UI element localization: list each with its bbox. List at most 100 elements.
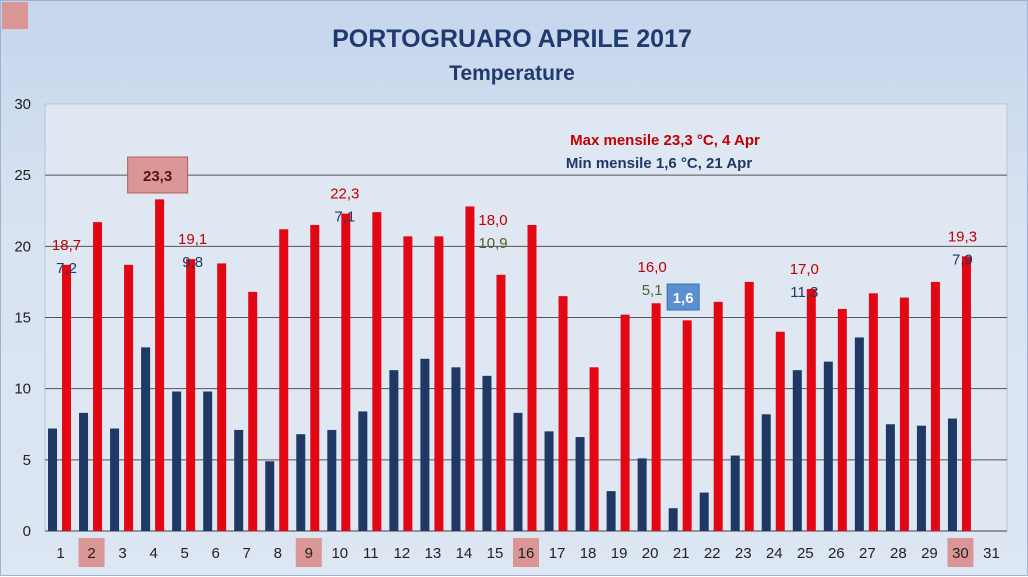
- max-bar: [465, 206, 475, 532]
- chart-title: PORTOGRUARO APRILE 2017: [332, 25, 692, 53]
- min-bar: [823, 361, 833, 531]
- x-tick-label: 28: [890, 545, 907, 562]
- min-bar: [792, 370, 802, 531]
- data-label: 7,9: [952, 251, 973, 268]
- y-tick-label: 15: [14, 310, 31, 327]
- max-bar: [775, 331, 785, 531]
- min-bar: [420, 358, 430, 531]
- max-bar: [868, 293, 878, 531]
- data-label: 5,1: [642, 282, 663, 299]
- min-bar: [482, 375, 492, 531]
- y-tick-label: 0: [23, 523, 31, 540]
- x-tick-label: 30: [952, 545, 969, 562]
- max-bar: [589, 367, 599, 531]
- x-tick-label: 15: [487, 545, 504, 562]
- data-labels: 18,7 7,2 23,3 19,1 9,8 22,3 7,1 18,0 10,9 16,0 5,1…: [52, 156, 977, 311]
- x-tick-label: 24: [766, 545, 783, 562]
- data-label: 10,9: [478, 235, 507, 252]
- bars: [48, 199, 971, 532]
- boxed-data-label: 1,6: [673, 290, 694, 307]
- x-tick-label: 10: [331, 545, 348, 562]
- min-bar: [110, 428, 120, 531]
- y-tick-label: 25: [14, 167, 31, 184]
- min-bar: [48, 428, 58, 531]
- y-tick-label: 20: [14, 238, 31, 255]
- x-tick-label: 23: [735, 545, 752, 562]
- x-tick-labels: 1 2 3 4 5 6 7 8 9 10 11 12 13 14 15 16 17 18 19 20 21 22 23 24 2…: [56, 545, 999, 562]
- min-bar: [265, 461, 275, 531]
- x-tick-label: 12: [394, 545, 411, 562]
- max-bar: [899, 297, 909, 531]
- min-bar: [513, 412, 523, 531]
- min-bar: [79, 412, 89, 531]
- x-tick-label: 17: [549, 545, 566, 562]
- max-bar: [930, 281, 940, 531]
- max-bar: [341, 213, 351, 531]
- min-bar: [637, 458, 647, 531]
- x-tick-label: 1: [56, 545, 64, 562]
- x-tick-label: 2: [87, 545, 95, 562]
- x-tick-label: 18: [580, 545, 597, 562]
- min-bar: [699, 492, 709, 531]
- x-tick-label: 20: [642, 545, 659, 562]
- min-bar: [730, 455, 740, 531]
- min-bar: [234, 429, 244, 531]
- min-bar: [451, 367, 461, 531]
- min-bar: [761, 414, 771, 531]
- x-tick-label: 25: [797, 545, 814, 562]
- min-bar: [544, 431, 554, 531]
- max-bar: [372, 212, 382, 531]
- x-tick-label: 7: [243, 545, 251, 562]
- min-bar: [854, 337, 864, 531]
- y-tick-label: 30: [14, 96, 31, 113]
- day-highlight: [947, 538, 974, 567]
- max-annotation: Max mensile 23,3 °C, 4 Apr: [570, 132, 760, 149]
- max-bar: [217, 263, 227, 531]
- min-bar: [606, 491, 616, 531]
- x-tick-label: 4: [149, 545, 157, 562]
- day-highlight: [295, 538, 322, 567]
- x-tick-label: 27: [859, 545, 876, 562]
- min-bar: [947, 418, 957, 531]
- data-label: 11,3: [790, 284, 818, 301]
- max-bar: [155, 199, 165, 531]
- max-bar: [744, 281, 754, 531]
- data-label: 18,0: [478, 212, 507, 229]
- x-tick-label: 13: [425, 545, 442, 562]
- max-bar: [186, 259, 196, 531]
- max-bar: [651, 303, 661, 531]
- x-tick-label: 14: [456, 545, 473, 562]
- data-label: 18,7: [52, 237, 81, 254]
- min-bar: [916, 425, 926, 531]
- x-tick-label: 29: [921, 545, 938, 562]
- min-annotation: Min mensile 1,6 °C, 21 Apr: [566, 155, 752, 172]
- x-tick-label: 16: [518, 545, 535, 562]
- boxed-data-label: 23,3: [143, 168, 172, 185]
- min-bar: [327, 429, 337, 531]
- max-bar: [279, 229, 289, 531]
- max-bar: [496, 274, 506, 531]
- x-tick-label: 26: [828, 545, 845, 562]
- data-label: 22,3: [330, 186, 359, 203]
- data-label: 7,1: [334, 209, 355, 226]
- data-label: 7,2: [56, 260, 77, 277]
- min-bar: [203, 391, 213, 531]
- x-tick-label: 22: [704, 545, 721, 562]
- max-bar: [806, 289, 816, 531]
- x-tick-label: 21: [673, 545, 690, 562]
- min-bar: [668, 508, 678, 531]
- x-tick-label: 8: [274, 545, 282, 562]
- x-tick-label: 9: [305, 545, 313, 562]
- x-tick-label: 19: [611, 545, 628, 562]
- max-bar: [837, 308, 847, 531]
- highlighted-days: [78, 538, 974, 567]
- min-bar: [575, 437, 585, 531]
- data-label: 17,0: [790, 261, 819, 278]
- data-label: 19,3: [948, 228, 977, 245]
- x-tick-label: 5: [180, 545, 188, 562]
- max-bar: [713, 301, 723, 531]
- y-tick-label: 10: [14, 381, 31, 398]
- max-bar: [124, 264, 134, 531]
- y-tick-labels: 0 5 10 15 20 25 30: [14, 96, 31, 540]
